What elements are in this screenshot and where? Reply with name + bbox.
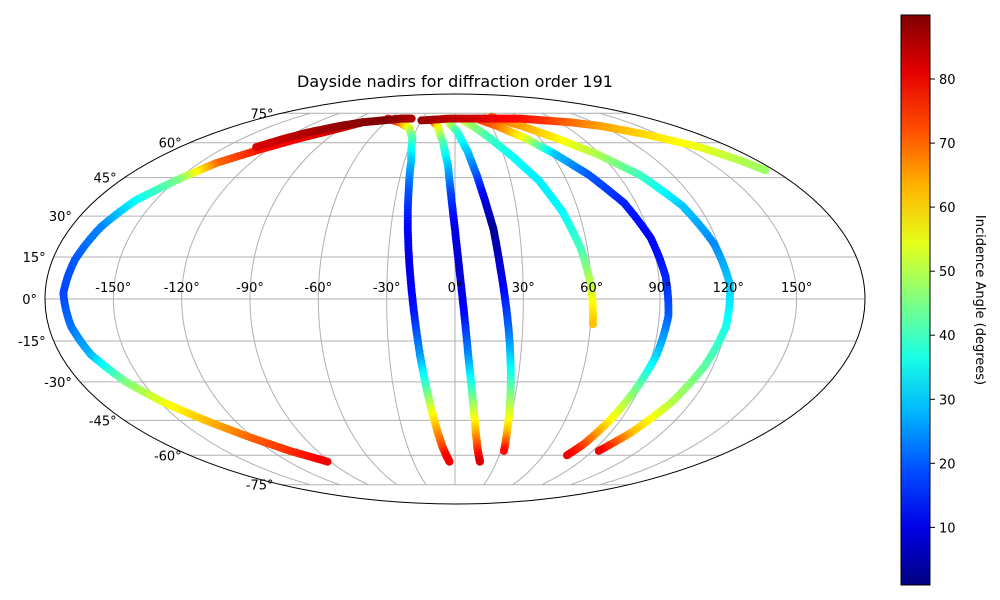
y-tick-label: -60° <box>154 449 182 464</box>
data-point <box>476 458 484 466</box>
colorbar-tick-label: 80 <box>939 73 956 88</box>
x-tick-label: 120° <box>713 281 744 296</box>
data-point <box>589 320 597 328</box>
x-tick-label: 30° <box>512 281 535 296</box>
chart-title: Dayside nadirs for diffraction order 191 <box>297 72 613 91</box>
colorbar: 10 20 30 40 50 60 70 80 Incidence Angle (degree… <box>901 15 987 585</box>
y-tick-label: 30° <box>49 210 72 225</box>
y-tick-label: -45° <box>89 414 117 429</box>
y-tick-label: -15° <box>18 335 46 350</box>
colorbar-gradient <box>901 15 930 585</box>
y-tick-label: -30° <box>44 376 72 391</box>
x-tick-label: -150° <box>95 281 131 296</box>
data-point <box>324 458 332 466</box>
colorbar-tick-label: 60 <box>939 201 956 216</box>
data-point <box>500 447 508 455</box>
x-tick-label: -30° <box>373 281 401 296</box>
colorbar-tick-label: 50 <box>939 265 956 280</box>
graticule <box>45 113 865 484</box>
data-point <box>595 447 603 455</box>
x-tick-label: 60° <box>580 281 603 296</box>
colorbar-tick-label: 70 <box>939 137 956 152</box>
colorbar-tick-label: 30 <box>939 393 956 408</box>
data-point <box>563 451 571 459</box>
data-point <box>446 458 454 466</box>
x-tick-label: 90° <box>648 281 671 296</box>
data-point <box>761 166 769 174</box>
data-point <box>408 115 416 123</box>
x-tick-label: 0° <box>448 281 463 296</box>
x-tick-label: 150° <box>781 281 812 296</box>
x-tick-label: -90° <box>236 281 264 296</box>
y-tick-label: 45° <box>94 172 117 187</box>
colorbar-tick-label: 20 <box>939 457 956 472</box>
x-tick-label: -120° <box>164 281 200 296</box>
y-tick-label: -75° <box>246 479 274 494</box>
x-tick-label: -60° <box>304 281 332 296</box>
y-tick-label: 0° <box>22 293 37 308</box>
colorbar-label: Incidence Angle (degrees) <box>972 215 987 385</box>
colorbar-tick-label: 10 <box>939 521 956 536</box>
y-tick-label: 15° <box>23 251 46 266</box>
y-tick-label: 60° <box>159 137 182 152</box>
colorbar-ticks: 10 20 30 40 50 60 70 80 <box>930 73 956 536</box>
colorbar-tick-label: 40 <box>939 329 956 344</box>
longitude-tick-labels: -150° -120° -90° -60° -30° 0° 30° 60° 90° 120° 150… <box>95 281 812 296</box>
